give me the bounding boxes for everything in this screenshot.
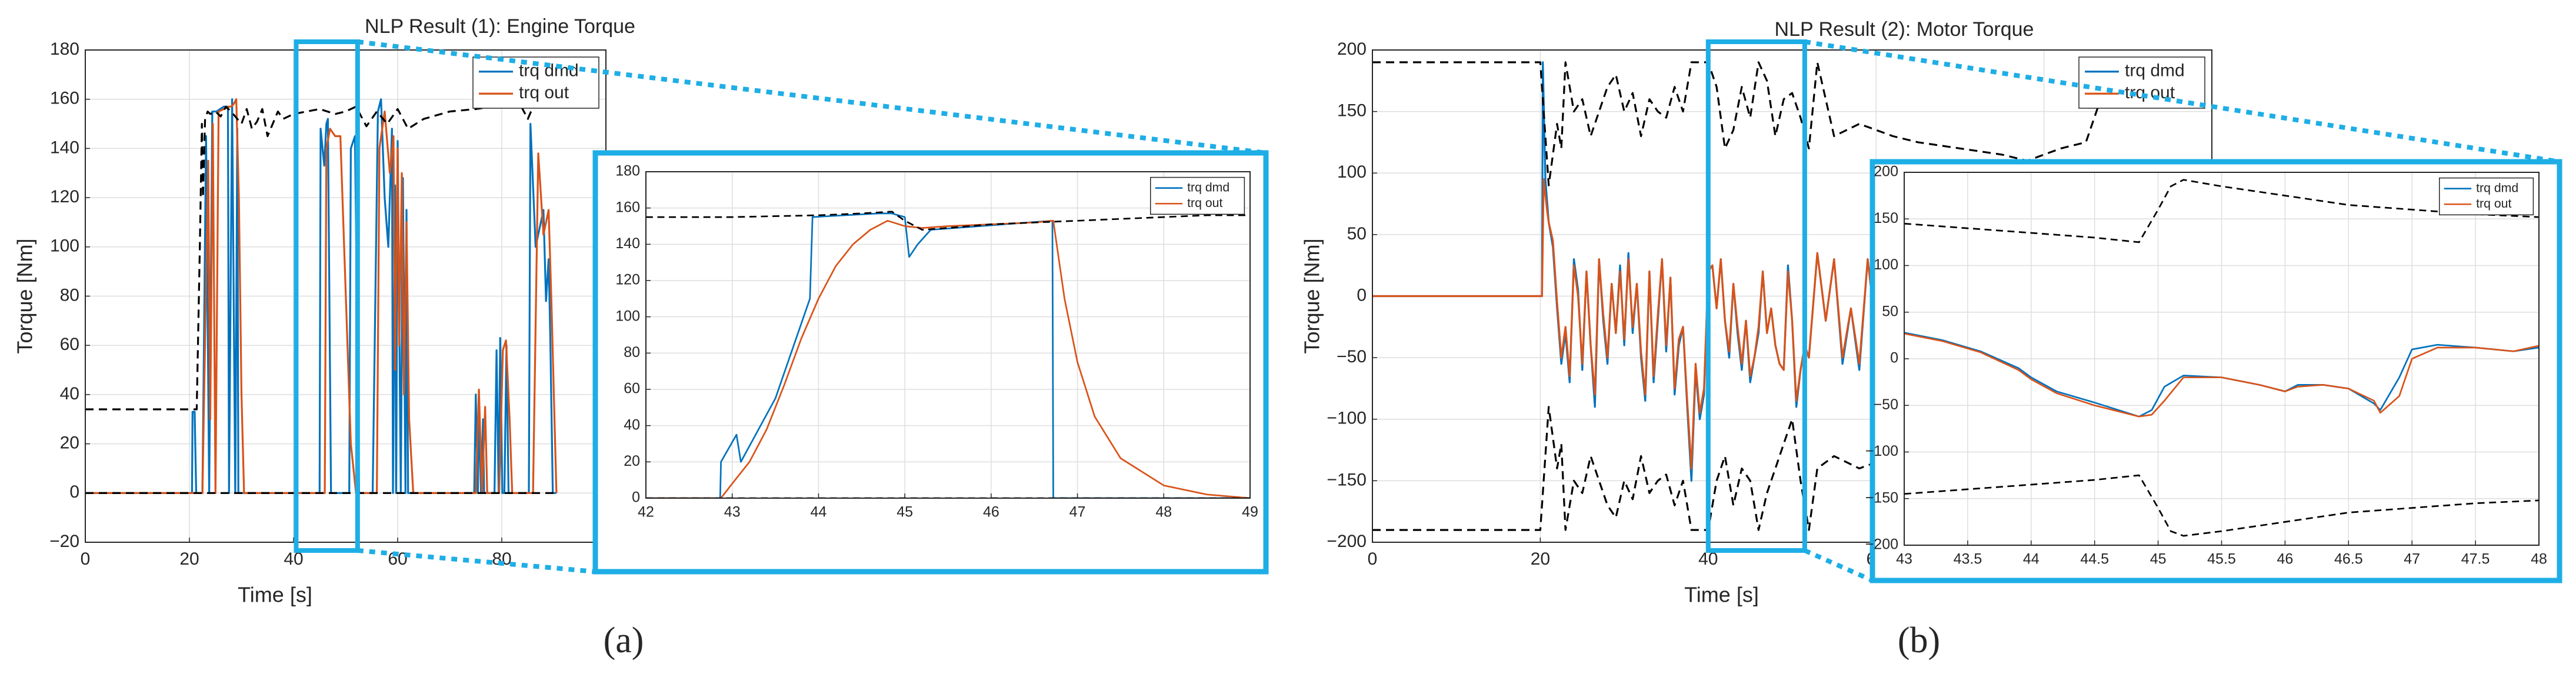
panel-a-inset-ytick-label-3: 60 [624,381,640,397]
panel-b-main-ytick-label-1: −150 [1327,470,1367,489]
panel-b-ylabel: Torque [Nm] [1300,238,1324,353]
panel-b-main-ytick-label-7: 150 [1337,101,1367,121]
panel-b-inset-ytick-label-8: 200 [1874,164,1898,180]
panel-a-inset-ytick-label-7: 140 [615,235,640,252]
panel-b-inset-series-trq-out-line [1904,332,2539,418]
panel-b-zoom-window [1705,39,1807,553]
panel-a-inset-ytick-label-5: 100 [615,308,640,324]
panel-a-inset-xtick-label-7: 49 [1242,504,1258,520]
panel-b-inset-ytick-label-2: −100 [1865,443,1898,459]
panel-b-xlabel: Time [s] [1684,583,1759,607]
panel-b-inset-legend-label-trq-out: trq out [2476,196,2511,211]
panel-b-inset-xtick-label-9: 47.5 [2461,551,2490,568]
panel-b-main-series-limit-2-line [1372,61,2132,186]
panel-a-inset-ytick-label-1: 20 [624,453,640,469]
panel-b-main-ytick-label-3: −50 [1337,347,1367,366]
panel-a-main-ytick-label-4: 60 [60,335,79,354]
panel-a-zoom-connector-bottom [357,548,596,574]
panel-b-inset-xtick-label-0: 43 [1896,551,1912,568]
panel-b-zoom-connector-bottom [1804,548,1874,583]
panel-a-inset-series-trq-out-line [646,219,1250,498]
panel-a-inset-ytick-label-0: 0 [632,489,640,506]
panel-b-main-ytick-label-6: 100 [1337,162,1367,182]
panel-a-inset-xtick-label-4: 46 [983,504,999,520]
panel-b-inset-ytick-label-1: −150 [1865,489,1898,506]
panel-a-main-ytick-label-8: 140 [50,138,79,157]
panel-a-xlabel: Time [s] [238,583,312,607]
panel-a-main-ytick-label-7: 120 [50,187,79,206]
panel-a-inset-xtick-label-5: 47 [1069,504,1086,520]
panel-a-inset-axes-frame [645,171,1251,499]
panel-a-inset-series-limit-2-line [646,211,1250,231]
panel-b-inset-xtick-label-5: 45.5 [2207,551,2236,568]
panel-a-main-legend-label-trq-out: trq out [519,83,569,102]
panel-a: 0 20 40 60 80−20020406080100120140160180trq … [13,15,1269,660]
panel-a-inset-xtick-label-3: 45 [897,504,913,520]
panel-b-main-ytick-label-8: 200 [1337,39,1367,59]
panel-b-title: NLP Result (2): Motor Torque [1775,18,2034,41]
panel-b-inset-ytick-label-5: 50 [1882,303,1898,319]
panel-a-inset-xtick-label-0: 42 [638,504,654,520]
panel-b-zoom-connector-top [1804,39,2560,164]
panel-b-inset-legend-label-trq-dmd: trq dmd [2476,181,2518,195]
panel-a-main-xtick-label-1: 20 [179,549,199,569]
panel-b-inset-xtick-label-3: 44.5 [2080,551,2109,568]
panel-b-inset-xtick-label-4: 45 [2150,551,2167,568]
panel-a-inset-series-trq-dmd-line [646,212,1250,498]
panel-a-main-xtick-label-4: 80 [492,549,511,569]
panel-a-main-ytick-label-0: −20 [49,532,79,551]
panel-a-inset-legend-box [1150,176,1245,215]
panel-b-main-legend-box [2078,56,2205,109]
panel-b-inset-series-limit-3-line [1904,474,2539,537]
panel-b-inset-xtick-label-7: 46.5 [2334,551,2363,568]
panel-a-inset-xtick-label-6: 48 [1155,504,1172,520]
panel-b-inset-xtick-label-1: 43.5 [1954,551,1982,568]
panel-b-main-ytick-label-5: 50 [1347,224,1367,243]
panel-a-inset-ytick-label-8: 160 [615,199,640,215]
panel-b-panel-label: (b) [1898,620,1940,660]
panel-b-inset-series-limit-2-line [1904,179,2539,243]
panel-b-inset-xtick-label-6: 46 [2277,551,2293,568]
panel-a-inset-plot-background [646,172,1250,498]
panel-b-main-xtick-label-1: 20 [1531,549,1550,569]
panel-a-inset-ytick-label-2: 40 [624,416,640,433]
panel-b-inset-legend-box [2439,177,2534,216]
panel-a-inset-legend-label-trq-dmd: trq dmd [1187,180,1229,194]
panel-a-inset-ytick-label-6: 120 [615,272,640,288]
panel-a-inset-legend-label-trq-out: trq out [1187,196,1222,210]
panel-a-panel-label: (a) [604,620,644,660]
panel-a-inset-ytick-label-9: 180 [615,163,640,179]
panel-a-main-ytick-label-5: 80 [60,285,79,305]
panel-a-ylabel: Torque [Nm] [13,238,37,353]
panel-b: 020406080−200−150−100−50050100150200trq … [1300,18,2562,660]
panel-a-inset-xtick-label-2: 44 [811,504,827,520]
panel-b-main-ytick-label-0: −200 [1327,532,1367,551]
panel-b-main-ytick-label-2: −100 [1327,409,1367,428]
panel-a-main-ytick-label-10: 180 [50,39,79,59]
panel-a-main-series-trq-out-line [85,98,558,494]
panel-a-main-ytick-label-9: 160 [50,89,79,108]
panel-a-main-ytick-label-1: 0 [69,482,79,502]
panel-b-inset-xtick-label-2: 44 [2023,551,2040,568]
panel-b-main-ytick-label-4: 0 [1357,285,1367,305]
panel-b-inset-ytick-label-7: 150 [1874,210,1898,226]
panel-a-zoom-window [294,39,360,553]
panel-b-inset-ytick-label-3: −50 [1874,396,1898,413]
panel-a-main-ytick-label-2: 20 [60,433,79,453]
panel-a-inset-xtick-label-1: 43 [724,504,741,520]
panel-a-main-xtick-label-0: 0 [81,549,91,569]
panel-b-inset-ytick-label-4: 0 [1890,350,1898,366]
panel-a-inset-ytick-label-4: 80 [624,344,640,361]
panel-a-main-ytick-label-6: 100 [50,236,79,256]
panel-b-main-xtick-label-0: 0 [1368,549,1378,569]
panel-b-inset-ytick-label-6: 100 [1874,256,1898,273]
panel-b-main-legend-label-trq-dmd: trq dmd [2125,61,2185,81]
panel-b-inset-axes-frame [1904,172,2540,546]
panel-b-inset-xtick-label-10: 48 [2531,551,2547,568]
panel-a-main-ytick-label-3: 40 [60,384,79,403]
panel-b-inset-ytick-label-0: −200 [1865,536,1898,553]
panel-a-title: NLP Result (1): Engine Torque [365,15,635,38]
panel-b-inset-xtick-label-8: 47 [2404,551,2420,568]
